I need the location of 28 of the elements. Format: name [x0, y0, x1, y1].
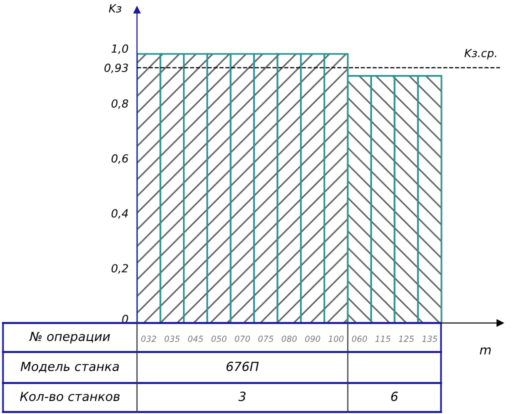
x-tick-label: 070	[234, 336, 250, 342]
x-tick-label: 060	[352, 336, 368, 342]
y-axis-title: Kз	[108, 4, 122, 13]
y-tick-label: 0,6	[112, 154, 128, 164]
y-tick-label: 0,93	[104, 64, 128, 74]
x-tick-label: 115	[375, 336, 390, 342]
text: 676П	[226, 362, 259, 372]
x-tick-label: 032	[141, 336, 156, 342]
x-axis-title: m	[480, 347, 491, 354]
text: № операции	[29, 332, 110, 344]
ref-line-label: Kз.ср.	[464, 49, 496, 60]
text: Кол-во станков	[20, 392, 120, 402]
y-tick-label: 0,8	[112, 99, 128, 109]
y-tick-label: 0,4	[112, 209, 128, 219]
x-tick-label: 135	[422, 336, 438, 342]
text: 6	[391, 392, 398, 402]
x-tick-label: 080	[282, 336, 297, 342]
x-tick-label: 045	[188, 336, 204, 342]
x-tick-label: 090	[305, 336, 320, 342]
text: Модель станка	[20, 362, 119, 373]
x-tick-label: 075	[258, 336, 274, 342]
x-tick-label: 100	[328, 336, 344, 342]
y-tick-label: 1,0	[112, 44, 128, 54]
x-tick-label: 035	[164, 336, 180, 342]
x-tick-label: 050	[211, 336, 226, 342]
text: 3	[238, 392, 246, 402]
y-tick-label: 0,2	[112, 264, 128, 274]
x-tick-label: 125	[398, 336, 414, 342]
